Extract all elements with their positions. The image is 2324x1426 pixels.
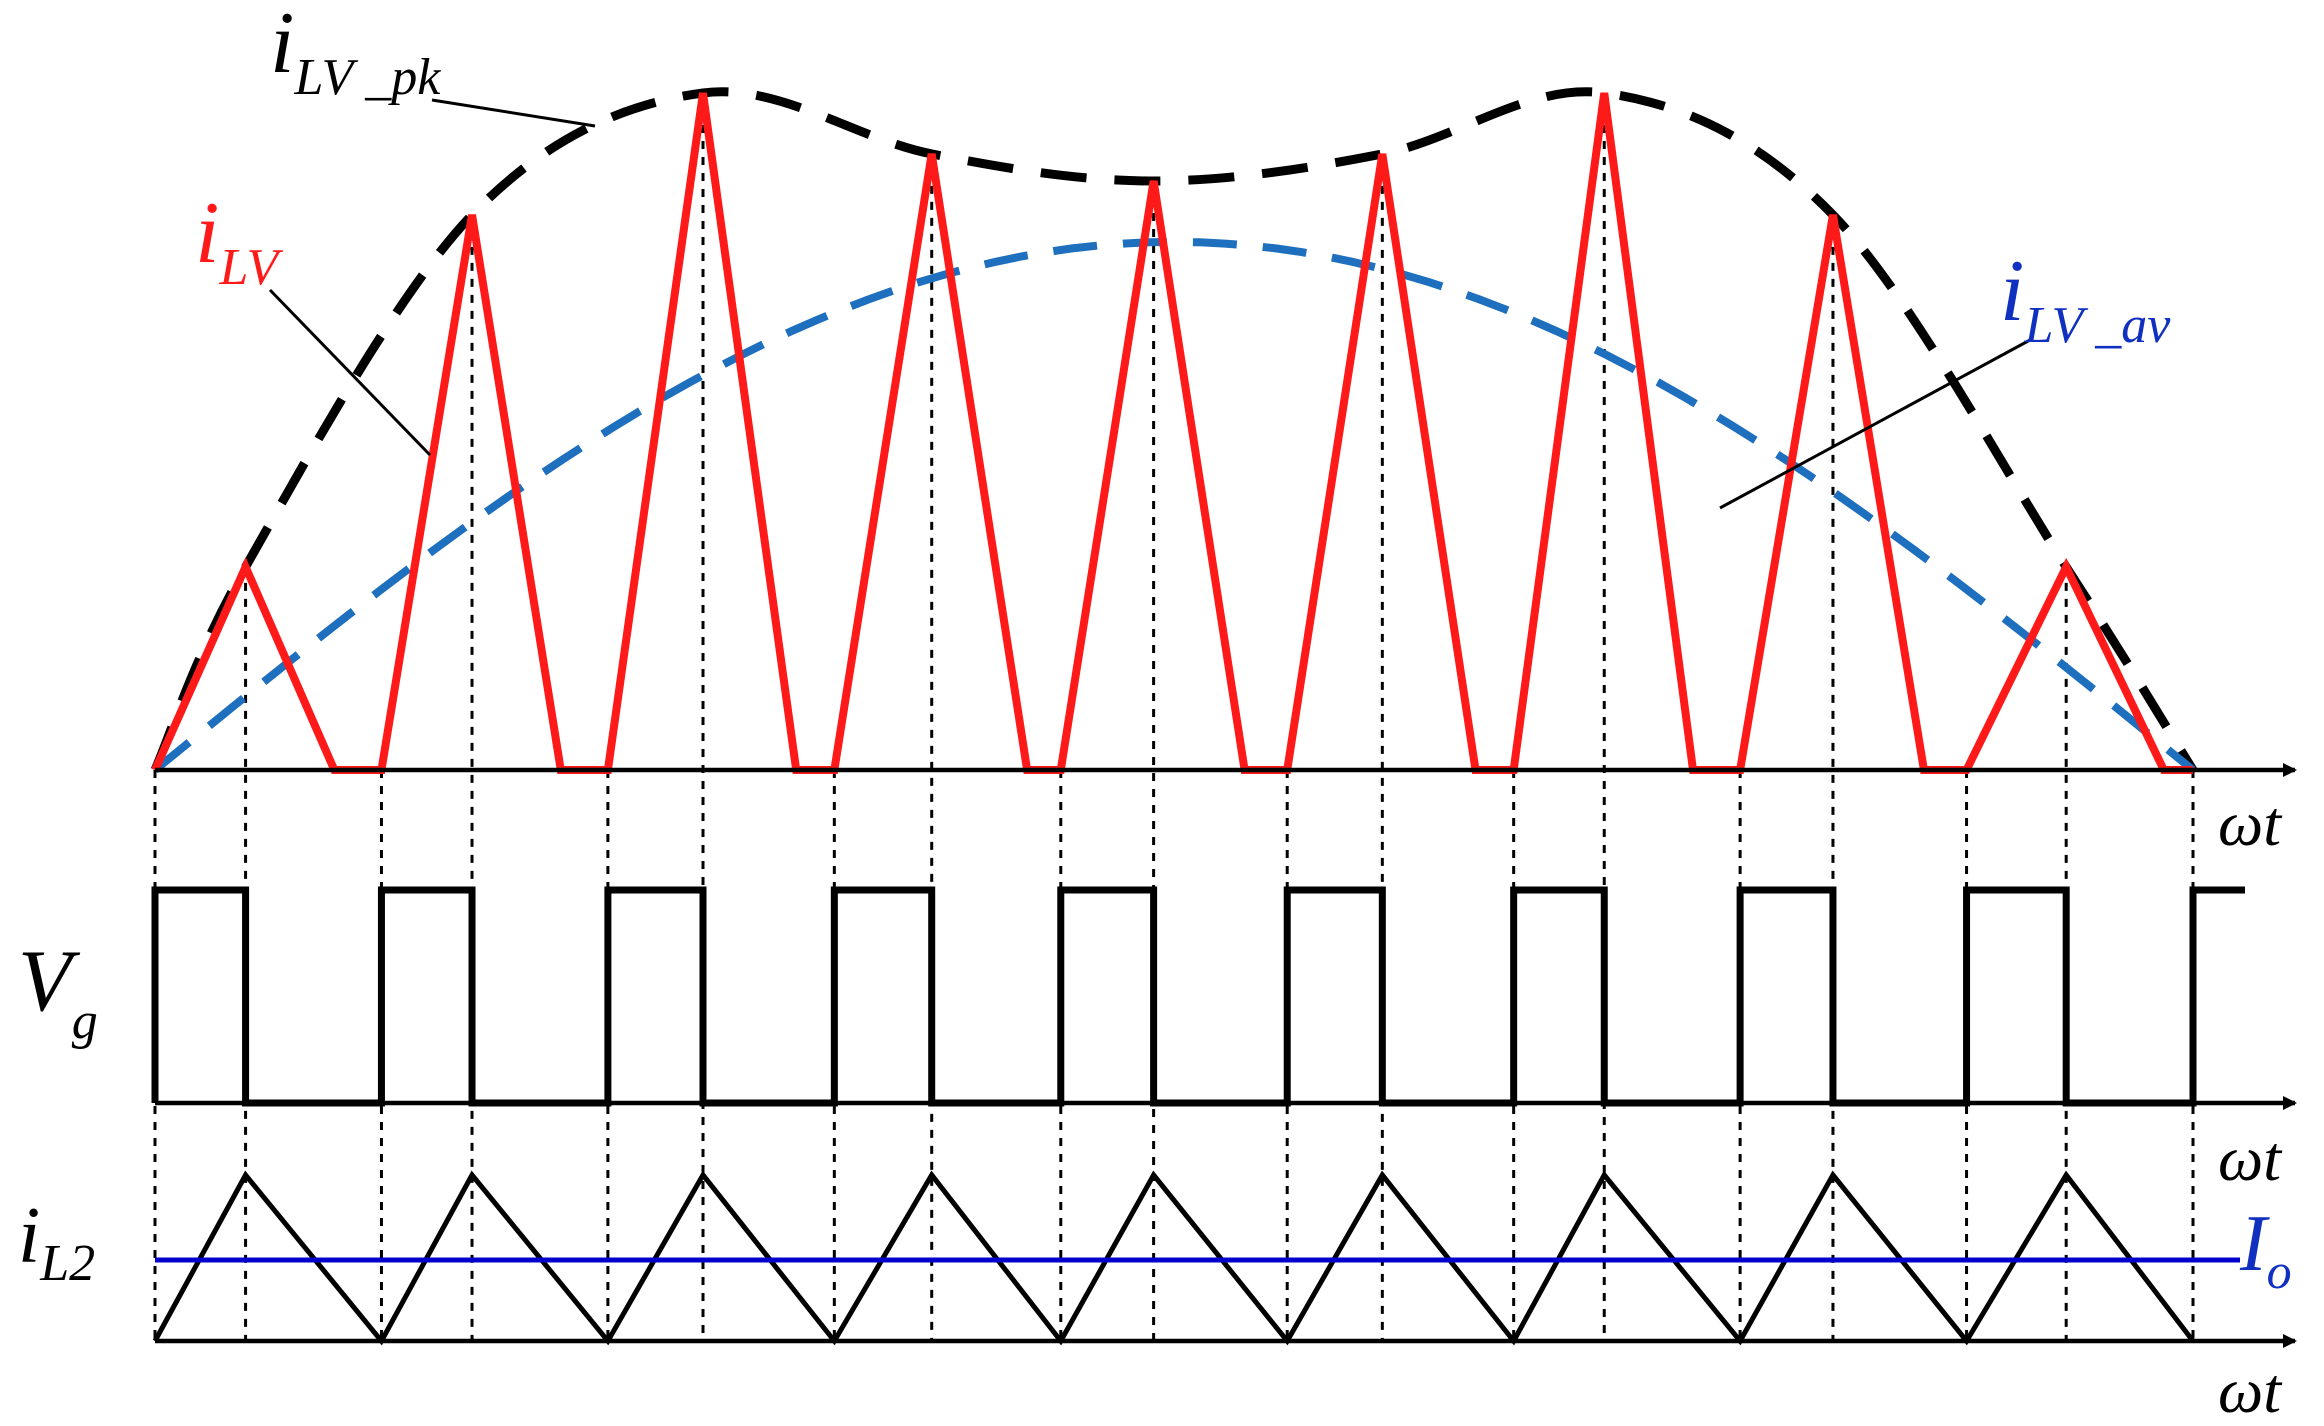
i-lv-current-waveform	[151, 92, 2193, 774]
leader-line-i-lv-av	[1719, 338, 2031, 510]
label-v-g: Vg	[18, 933, 98, 1050]
i-l2-current-waveform	[152, 1170, 2195, 1346]
leader-line-i-lv-pk	[431, 98, 596, 128]
leader-line-i-lv	[268, 288, 432, 457]
label-i-l2: iL2	[18, 1192, 95, 1292]
label-i-lv-av: iLV _av	[2000, 243, 2171, 354]
label-omega-t-middle: ωt	[2218, 1123, 2283, 1194]
i-lv-average-curve	[152, 237, 2196, 774]
vertical-dashed-guides	[153, 93, 2195, 1341]
label-i-lv-pk: iLV _pk	[270, 0, 441, 106]
label-omega-t-top: ωt	[2218, 788, 2283, 859]
gate-voltage-waveform	[151, 886, 2245, 1107]
label-i-lv: iLV	[195, 185, 283, 296]
i-lv-peak-envelope-curve	[150, 87, 2197, 773]
label-omega-t-bottom: ωt	[2218, 1355, 2283, 1426]
label-i-o: Io	[2239, 1200, 2292, 1299]
